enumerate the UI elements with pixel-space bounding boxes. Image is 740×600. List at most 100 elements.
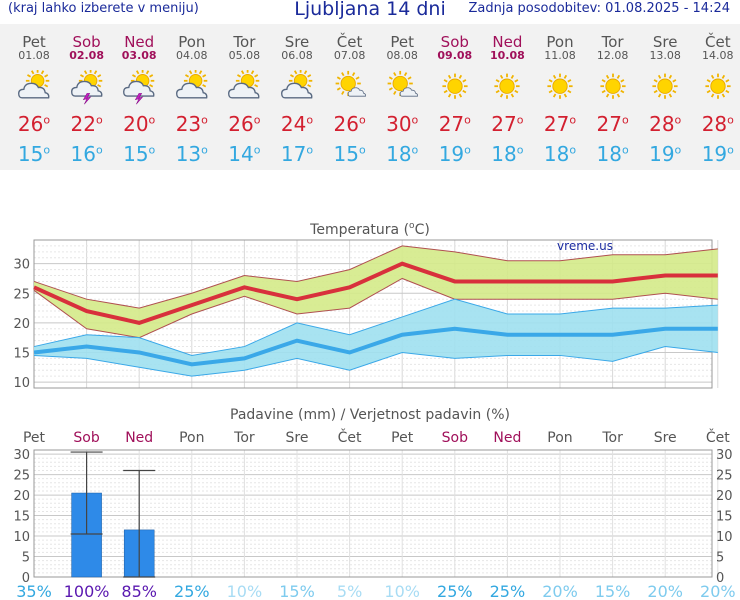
- precipitation-y-tick-left: 0: [22, 571, 30, 586]
- sun-cloud-icon: [175, 70, 208, 99]
- temperature-y-tick: 20: [13, 317, 30, 332]
- precipitation-probability: 25%: [437, 582, 473, 600]
- max-temperature-line: [33, 261, 718, 325]
- day-date: 13.08: [649, 49, 681, 62]
- max-temperature: 30o: [386, 112, 419, 136]
- max-temperature: 28o: [649, 112, 682, 136]
- precipitation-probability: 20%: [542, 582, 578, 600]
- sun-cloud-icon: [18, 70, 50, 99]
- min-temperature: 16o: [70, 142, 103, 166]
- day-name: Tor: [601, 33, 624, 51]
- precipitation-chart-title: Padavine (mm) / Verjetnost padavin (%): [230, 407, 510, 423]
- precipitation-probability: 25%: [174, 582, 210, 600]
- precipitation-day-label: Čet: [706, 428, 730, 446]
- day-name: Pet: [390, 33, 414, 51]
- day-date: 08.08: [386, 49, 418, 62]
- day-name: Ned: [492, 33, 523, 51]
- precipitation-y-tick-right: 25: [716, 469, 733, 484]
- day-date: 14.08: [702, 49, 734, 62]
- precipitation-day-label: Ned: [125, 430, 153, 446]
- min-temperature-range: [34, 299, 718, 377]
- max-temperature: 28o: [701, 112, 734, 136]
- day-forecast: Čet 07.08 26o 15o: [324, 24, 376, 170]
- max-temperature: 27o: [438, 112, 471, 136]
- day-forecast: Tor 12.08 27o 18o: [587, 24, 639, 170]
- watermark: vreme.us: [557, 239, 613, 253]
- precipitation-probability: 10%: [384, 582, 420, 600]
- day-date: 12.08: [596, 49, 629, 62]
- day-forecast: Čet 14.08 28o 19o: [692, 24, 740, 170]
- day-name: Pon: [546, 33, 574, 51]
- precipitation-day-label: Pet: [391, 430, 414, 446]
- temperature-y-tick: 10: [13, 376, 30, 391]
- day-date: 09.08: [437, 49, 473, 62]
- precipitation-y-tick-right: 0: [716, 571, 724, 586]
- precipitation-probability: 100%: [64, 582, 110, 600]
- sun-small-cloud-icon: [387, 70, 419, 97]
- temperature-y-tick: 25: [13, 287, 30, 302]
- day-date: 07.08: [333, 49, 366, 62]
- max-temperature: 22o: [70, 112, 103, 136]
- day-date: 06.08: [281, 49, 313, 62]
- day-date: 02.08: [69, 49, 104, 62]
- day-name: Čet: [705, 33, 731, 51]
- precipitation-day-label: Sre: [286, 430, 309, 446]
- precipitation-probability: 15%: [595, 582, 631, 600]
- day-name: Sob: [72, 33, 101, 51]
- day-name: Ned: [124, 33, 155, 51]
- temperature-y-tick: 15: [13, 346, 30, 361]
- sun-icon: [599, 73, 626, 99]
- day-name: Tor: [233, 33, 256, 51]
- day-forecast: Ned 03.08 20o 15o: [113, 24, 165, 170]
- precipitation-y-tick-left: 5: [22, 551, 30, 566]
- min-temperature: 19o: [649, 142, 682, 166]
- thunderstorm-icon: [123, 70, 155, 105]
- precipitation-y-tick-right: 20: [716, 489, 733, 504]
- page-title: Ljubljana 14 dni: [294, 0, 446, 20]
- day-date: 10.08: [489, 49, 525, 62]
- max-temperature: 27o: [491, 112, 524, 136]
- day-date: 03.08: [121, 49, 157, 62]
- max-temperature: 27o: [596, 112, 629, 136]
- precipitation-y-tick-left: 25: [13, 469, 30, 484]
- min-temperature-line: [33, 326, 718, 367]
- day-forecast: Sre 13.08 28o 19o: [639, 24, 691, 170]
- max-temperature: 27o: [543, 112, 577, 136]
- day-date: 04.08: [176, 49, 208, 62]
- precipitation-day-label: Sob: [73, 430, 99, 446]
- sun-icon: [547, 73, 573, 99]
- precipitation-probability: 20%: [647, 582, 683, 600]
- day-forecast: Sre 06.08 24o 17o: [271, 24, 323, 170]
- precipitation-y-tick-left: 30: [13, 448, 30, 463]
- menu-hint: (kraj lahko izberete v meniju): [8, 1, 199, 16]
- min-temperature-range-lower-edge: [33, 346, 718, 377]
- sun-icon: [652, 73, 678, 99]
- max-temperature: 26o: [17, 112, 51, 136]
- day-name: Sre: [652, 33, 678, 51]
- precipitation-y-tick-right: 15: [716, 510, 733, 525]
- sun-cloud-icon: [281, 70, 313, 99]
- precipitation-probability: 15%: [279, 582, 315, 600]
- day-name: Čet: [336, 33, 363, 51]
- precipitation-y-tick-left: 15: [13, 510, 30, 525]
- day-forecast: Pon 11.08 27o 18o: [534, 24, 586, 170]
- max-temperature: 24o: [280, 112, 314, 136]
- sun-small-cloud-icon: [335, 70, 366, 97]
- sun-cloud-icon: [228, 70, 260, 99]
- precipitation-day-label: Sre: [654, 430, 677, 446]
- min-temperature: 18o: [491, 142, 524, 166]
- day-name: Sob: [440, 33, 469, 51]
- precipitation-probability: 20%: [700, 582, 736, 600]
- day-forecast: Pon 04.08 23o 13o: [166, 24, 218, 170]
- min-temperature: 15o: [123, 142, 156, 166]
- day-name: Pon: [178, 33, 206, 51]
- last-update: Zadnja posodobitev: 01.08.2025 - 14:24: [468, 1, 730, 16]
- precipitation-probability: 35%: [16, 582, 52, 600]
- precipitation-y-tick-left: 20: [13, 489, 30, 504]
- max-temperature-range-upper-edge: [33, 245, 718, 309]
- sun-icon: [705, 73, 731, 99]
- max-temperature: 23o: [175, 112, 208, 136]
- temperature-chart-title: Temperatura (oC): [309, 221, 430, 238]
- precipitation-probability: 25%: [490, 582, 526, 600]
- precipitation-y-tick-right: 30: [716, 448, 733, 463]
